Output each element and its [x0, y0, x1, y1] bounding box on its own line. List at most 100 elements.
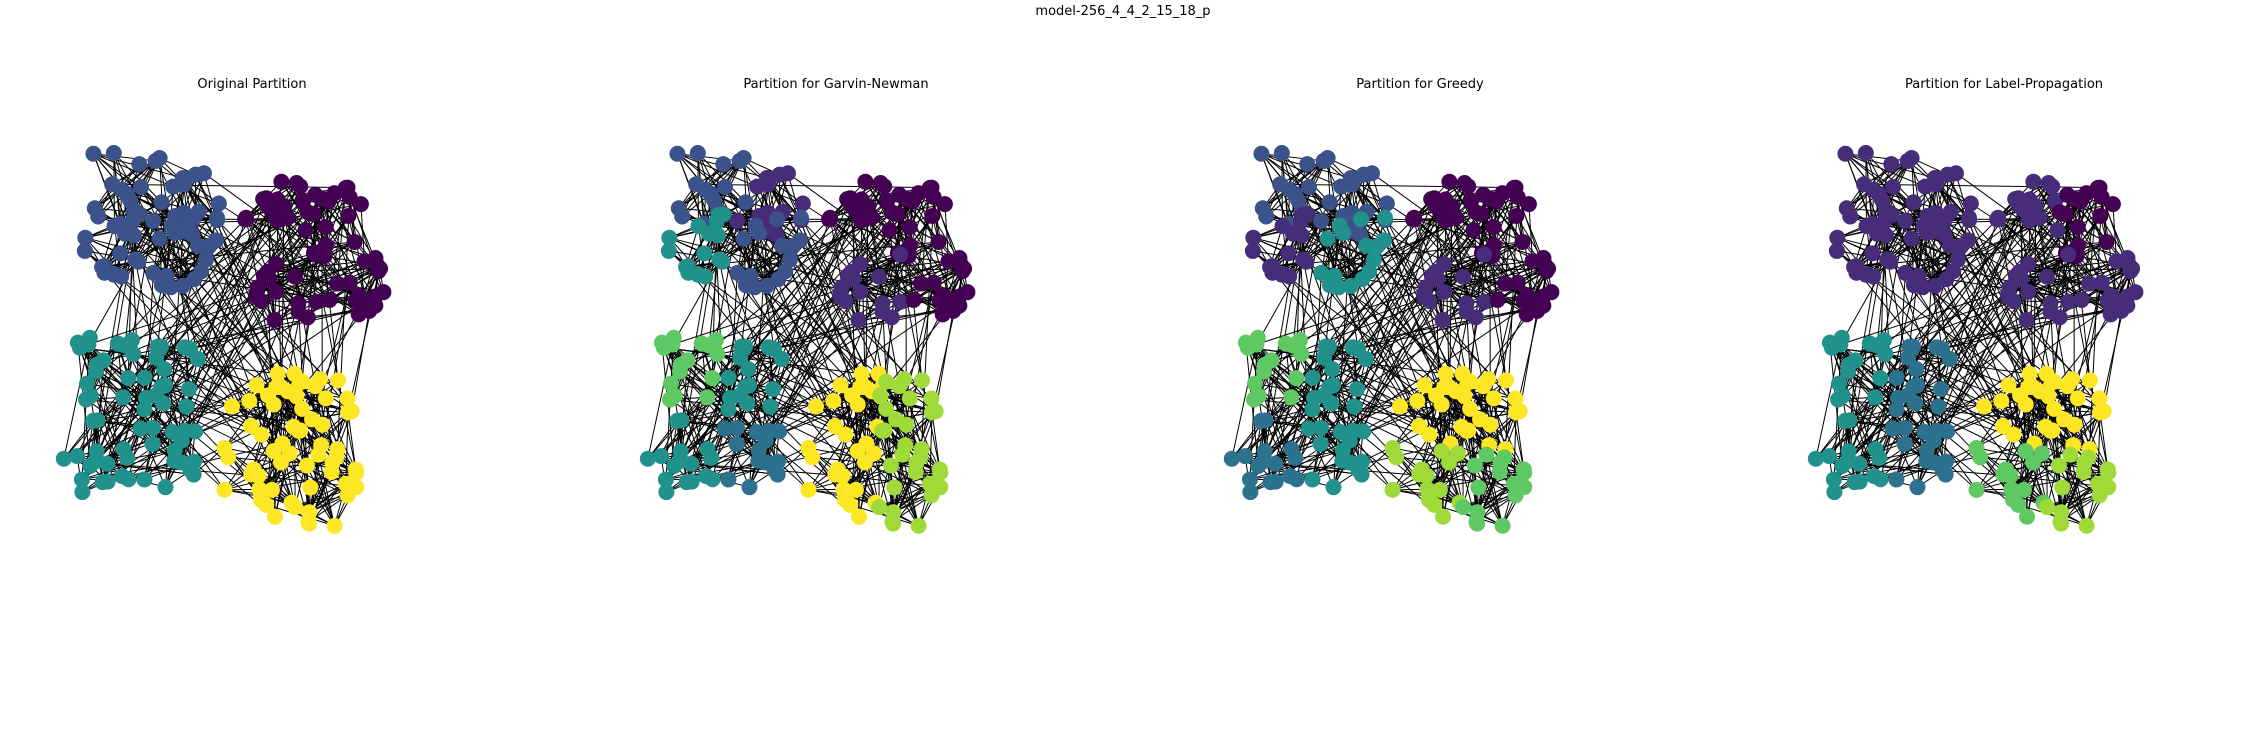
graph-node — [1241, 471, 1258, 488]
graph-edge — [268, 278, 338, 285]
graph-node — [1485, 218, 1502, 235]
graph-node — [95, 258, 112, 275]
graph-node — [1304, 471, 1321, 488]
graph-edge — [907, 256, 923, 381]
graph-edge — [2032, 386, 2088, 526]
graph-edge — [1308, 428, 1334, 488]
graph-node — [269, 365, 286, 382]
graph-node — [833, 279, 850, 296]
graph-edge — [1435, 260, 1533, 273]
graph-node — [1342, 169, 1359, 186]
graph-edge — [1848, 420, 1875, 477]
graph-node — [1321, 338, 1338, 355]
graph-edge — [106, 346, 162, 464]
graph-node — [109, 335, 126, 352]
graph-edge — [123, 287, 258, 450]
graph-node — [216, 481, 233, 498]
graph-node — [913, 275, 930, 292]
graph-node — [1497, 372, 1514, 389]
graph-node — [297, 222, 314, 239]
graph-node — [356, 253, 373, 270]
panel-title: Original Partition — [197, 77, 307, 92]
graph-edge — [647, 257, 960, 460]
graph-node — [1458, 303, 1475, 320]
graph-edge — [687, 305, 960, 361]
graph-edge — [690, 346, 746, 464]
graph-node — [299, 204, 316, 221]
graph-node — [1455, 499, 1472, 516]
graph-node — [115, 389, 132, 406]
graph-edge — [275, 260, 365, 293]
graph-node — [1257, 356, 1274, 373]
graph-node — [699, 389, 716, 406]
graph-node — [1511, 403, 1528, 420]
graph-node — [82, 387, 99, 404]
graph-node — [852, 283, 869, 300]
graph-node — [927, 403, 944, 420]
graph-edge — [1936, 213, 2066, 348]
graph-node — [894, 446, 911, 463]
graph-node — [69, 334, 86, 351]
node-group — [639, 145, 976, 534]
graph-node — [888, 411, 905, 428]
graph-node — [1456, 175, 1473, 192]
graph-edge — [1421, 461, 1501, 470]
graph-node — [73, 471, 90, 488]
graph-node — [843, 263, 860, 280]
graph-node — [653, 448, 670, 465]
graph-node — [747, 217, 764, 234]
graph-node — [145, 212, 162, 229]
network-graph — [1223, 145, 1560, 534]
graph-node — [878, 400, 895, 417]
graph-edge — [253, 461, 333, 470]
graph-node — [114, 468, 131, 485]
graph-node — [1342, 277, 1359, 294]
graph-edge — [112, 183, 348, 189]
graph-node — [112, 245, 129, 262]
graph-edge — [1865, 152, 1914, 203]
graph-node — [1325, 479, 1342, 496]
graph-node — [182, 462, 199, 479]
graph-node — [709, 345, 726, 362]
graph-edge — [859, 265, 962, 293]
graph-node — [770, 271, 787, 288]
graph-node — [1246, 375, 1263, 392]
graph-node — [288, 175, 305, 192]
graph-edge — [1848, 384, 2009, 452]
graph-node — [660, 242, 677, 259]
graph-edge — [1449, 395, 1465, 444]
graph-node — [290, 303, 307, 320]
graph-node — [125, 227, 142, 244]
graph-node — [728, 419, 745, 436]
graph-node — [375, 284, 392, 301]
graph-node — [1392, 398, 1409, 415]
graph-node — [197, 251, 214, 268]
graph-edge — [281, 391, 289, 444]
graph-node — [1475, 378, 1492, 395]
graph-node — [1253, 145, 1270, 162]
figure-title: model-256_4_4_2_15_18_p — [1035, 4, 1211, 19]
graph-node — [878, 373, 895, 390]
graph-node — [924, 207, 941, 224]
graph-node — [90, 208, 107, 225]
graph-node — [125, 345, 142, 362]
graph-node — [1331, 217, 1348, 234]
graph-node — [186, 271, 203, 288]
graph-node — [716, 420, 733, 437]
graph-node — [699, 440, 716, 457]
graph-node — [1465, 222, 1482, 239]
graph-edge — [180, 300, 262, 440]
graph-node — [87, 452, 104, 469]
graph-node — [1509, 274, 1526, 291]
graph-node — [317, 390, 334, 407]
graph-node — [794, 195, 811, 212]
graph-node — [1440, 454, 1457, 471]
graph-node — [113, 268, 130, 285]
graph-node — [1507, 390, 1524, 407]
graph-edge — [1528, 204, 1534, 262]
graph-node — [132, 179, 149, 196]
graph-node — [653, 334, 670, 351]
graph-node — [849, 443, 866, 460]
graph-node — [739, 395, 756, 412]
graph-node — [910, 185, 927, 202]
